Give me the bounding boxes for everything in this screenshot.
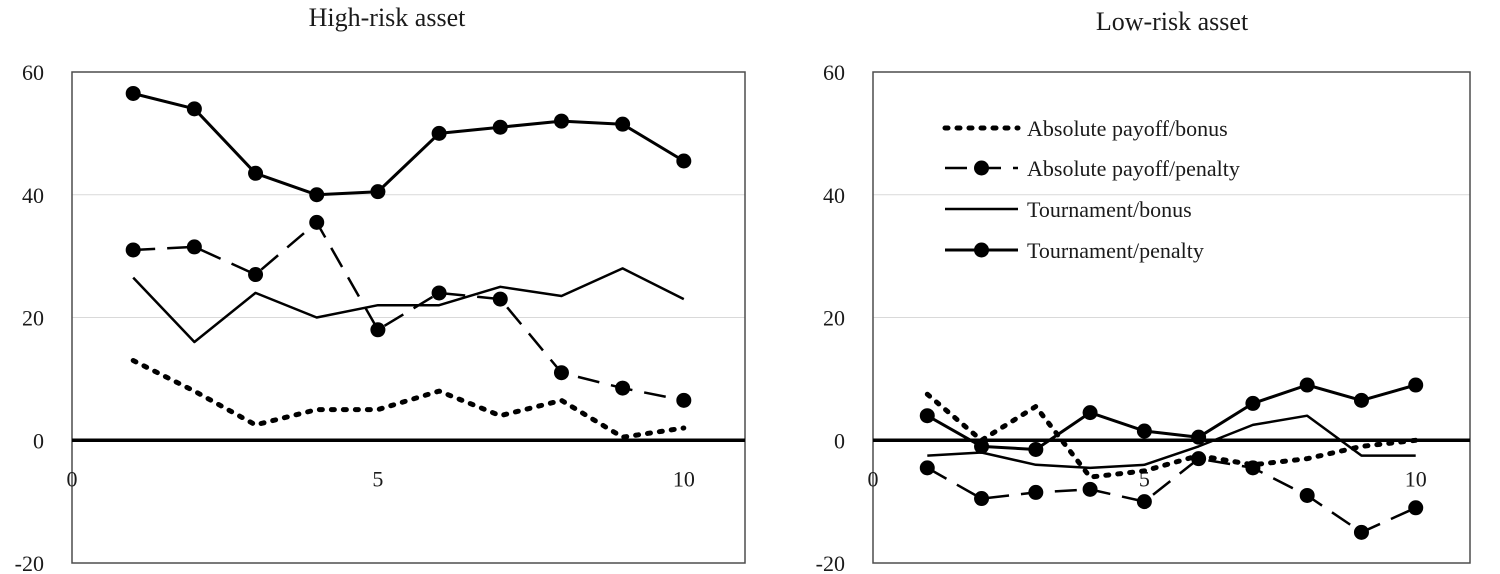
series-tournament-penalty [919,377,1424,457]
data-point [1408,377,1424,393]
data-point [1245,395,1261,411]
series-line [927,414,1416,470]
data-point [370,322,386,338]
data-point [974,438,990,454]
chart-title: High-risk asset [309,3,466,32]
legend-item: Tournament/penalty [945,238,1204,263]
x-tick-label: 10 [1405,466,1427,491]
data-point [1408,500,1424,516]
chart-title: Low-risk asset [1096,7,1249,36]
data-point [1245,460,1261,476]
y-tick-label: 60 [823,60,845,85]
y-tick-label: 20 [22,306,44,331]
data-point [676,153,692,169]
data-point [1136,423,1152,439]
legend-label: Tournament/penalty [1027,238,1204,263]
y-tick-label: -20 [15,551,44,574]
data-point [492,291,508,307]
data-point [1028,484,1044,500]
series-line [130,358,687,440]
data-point [125,242,141,258]
series-line [132,267,685,344]
data-point [1082,481,1098,497]
series-absolute-payoff-bonus [924,391,1419,480]
y-tick-label: 20 [823,306,845,331]
x-tick-label: 10 [673,466,695,491]
series-line [924,391,1419,480]
series-absolute-payoff-penalty [919,451,1424,540]
data-point [309,214,325,230]
x-tick-label: 0 [67,466,78,491]
data-point [248,267,264,283]
x-tick-label: 5 [1139,466,1150,491]
y-tick-label: 60 [22,60,44,85]
series-tournament-bonus [132,267,685,344]
data-point [919,460,935,476]
data-point [431,285,447,301]
plot-area-border [71,71,746,564]
data-point [676,392,692,408]
data-point [553,365,569,381]
data-point [1191,429,1207,445]
x-tick-label: 0 [868,466,879,491]
data-point [553,113,569,129]
y-tick-label: 0 [834,428,845,453]
legend-item: Absolute payoff/penalty [945,156,1240,181]
data-point [248,165,264,181]
data-point [1082,405,1098,421]
data-point [1028,441,1044,457]
data-point [1299,487,1315,503]
data-point [125,85,141,101]
series-tournament-penalty [125,85,692,203]
series-line [132,92,685,197]
legend-label: Tournament/bonus [1027,197,1192,222]
data-point [1136,494,1152,510]
legend-item: Absolute payoff/bonus [942,116,1228,141]
y-tick-label: 40 [823,183,845,208]
y-tick-label: 0 [33,428,44,453]
y-tick-label: 40 [22,183,44,208]
data-point [974,491,990,507]
legend: Absolute payoff/bonus Absolute payoff/pen… [942,116,1240,263]
series-tournament-bonus [927,414,1416,470]
chart-panel-2: Low-risk asset 60 40 20 0 -20 0 5 10 Absolute pay… [816,7,1471,574]
legend-label: Absolute payoff/penalty [1027,156,1240,181]
series-absolute-payoff-bonus [130,358,687,440]
legend-marker [974,160,989,176]
legend-marker [974,242,989,258]
data-point [1353,524,1369,540]
series-line [133,221,685,402]
plot-area-border [872,71,1471,564]
data-point [370,184,386,200]
data-point [492,119,508,135]
x-tick-label: 5 [372,466,383,491]
data-point [615,116,631,132]
data-point [431,125,447,141]
data-point [615,380,631,396]
data-point [1299,377,1315,393]
legend-label: Absolute payoff/bonus [1027,116,1228,141]
data-point [309,187,325,203]
data-point [186,239,202,255]
y-tick-label: -20 [816,551,845,574]
data-point [186,101,202,117]
series-line [926,457,1417,534]
series-absolute-payoff-penalty [125,214,692,408]
data-point [919,408,935,424]
data-point [1191,451,1207,467]
chart-panel-1: High-risk asset 60 40 20 0 -20 0 5 10 [15,3,746,574]
series-line [926,383,1417,451]
legend-item: Tournament/bonus [945,197,1192,222]
data-point [1353,392,1369,408]
